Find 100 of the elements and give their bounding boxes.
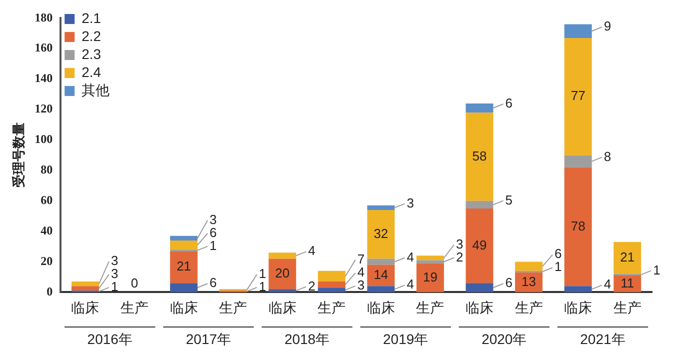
legend-label: 2.4 bbox=[82, 64, 102, 80]
bar bbox=[268, 289, 296, 292]
y-tick-label: 80 bbox=[40, 162, 53, 177]
data-label: 2 bbox=[308, 278, 316, 294]
data-label: 6 bbox=[554, 246, 562, 262]
x-tick-label: 生产 bbox=[416, 299, 444, 316]
bar bbox=[318, 270, 346, 282]
data-label: 2 bbox=[456, 249, 464, 264]
bar bbox=[170, 240, 198, 250]
data-label: 21 bbox=[176, 258, 192, 274]
data-label: 20 bbox=[275, 266, 290, 281]
bar bbox=[367, 210, 395, 259]
data-label: 4 bbox=[604, 276, 612, 292]
bar bbox=[367, 264, 395, 286]
bar bbox=[416, 263, 444, 292]
data-label: 19 bbox=[422, 269, 438, 284]
text: 2017年 bbox=[186, 330, 232, 347]
data-label: 6 bbox=[505, 96, 512, 111]
bar bbox=[170, 251, 198, 284]
data-label: 21 bbox=[620, 250, 635, 265]
data-label: 3 bbox=[456, 236, 464, 252]
text: 2019年 bbox=[383, 330, 428, 347]
data-label: 1 bbox=[110, 279, 118, 294]
data-label: 4 bbox=[406, 249, 414, 264]
x-tick-label: 生产 bbox=[514, 299, 543, 316]
bar bbox=[416, 256, 444, 260]
text: 2018年 bbox=[284, 330, 330, 347]
data-label: 0 bbox=[130, 275, 138, 290]
data-label: 1 bbox=[653, 262, 660, 278]
x-tick-label: 生产 bbox=[120, 299, 149, 316]
data-label: 32 bbox=[374, 226, 388, 241]
y-tick-label: 140 bbox=[34, 71, 53, 86]
data-label: 8 bbox=[604, 148, 612, 164]
data-label: 4 bbox=[308, 243, 316, 258]
data-label: 13 bbox=[522, 274, 536, 289]
data-label: 4 bbox=[406, 276, 414, 292]
data-label: 1 bbox=[258, 279, 266, 294]
bar bbox=[268, 258, 296, 290]
legend-label: 2.1 bbox=[82, 10, 102, 26]
bar bbox=[318, 288, 346, 292]
data-label: 3 bbox=[210, 212, 217, 227]
bar bbox=[71, 282, 99, 286]
bar bbox=[564, 38, 592, 156]
y-tick-label: 60 bbox=[40, 192, 53, 207]
bar bbox=[170, 283, 198, 292]
y-tick-label: 20 bbox=[40, 254, 53, 268]
data-label: 58 bbox=[472, 148, 487, 164]
y-tick-label: 120 bbox=[34, 102, 53, 116]
bar bbox=[614, 242, 642, 274]
x-tick-label: 生产 bbox=[318, 299, 346, 316]
bar bbox=[564, 286, 592, 292]
text: 2016年 bbox=[87, 330, 132, 347]
bar bbox=[466, 283, 494, 292]
x-tick-label: 临床 bbox=[366, 299, 395, 316]
x-tick-label: 生产 bbox=[219, 299, 248, 316]
bar bbox=[367, 286, 395, 292]
data-label: 7 bbox=[357, 251, 365, 266]
data-label: 6 bbox=[210, 224, 217, 240]
data-label: 1 bbox=[258, 266, 266, 282]
data-label: 49 bbox=[472, 237, 487, 252]
y-tick-label: 180 bbox=[34, 10, 53, 24]
x-tick-label: 临床 bbox=[170, 299, 198, 316]
legend-label: 2.2 bbox=[82, 28, 102, 44]
x-tick-label: 生产 bbox=[613, 299, 642, 316]
text: 2021年 bbox=[580, 330, 626, 347]
data-label: 3 bbox=[110, 266, 118, 282]
bar bbox=[268, 252, 296, 259]
x-tick-label: 临床 bbox=[466, 299, 494, 316]
bar bbox=[564, 24, 592, 38]
x-tick-label: 临床 bbox=[564, 299, 592, 316]
data-label: 11 bbox=[620, 275, 634, 290]
bar bbox=[564, 167, 592, 286]
data-label: 14 bbox=[374, 267, 388, 282]
bar bbox=[318, 282, 346, 288]
data-label: 6 bbox=[505, 275, 512, 290]
y-tick-label: 160 bbox=[34, 40, 53, 55]
bar bbox=[466, 208, 494, 284]
y-tick-label: 40 bbox=[40, 223, 53, 238]
bar bbox=[466, 103, 494, 113]
data-label: 4 bbox=[357, 264, 365, 280]
data-label: 5 bbox=[505, 192, 512, 208]
data-label: 1 bbox=[210, 238, 217, 253]
legend-label: 其他 bbox=[82, 82, 110, 98]
data-label: 9 bbox=[604, 18, 612, 34]
bar bbox=[71, 286, 99, 291]
data-label: 78 bbox=[570, 218, 586, 234]
data-label: 1 bbox=[554, 259, 562, 274]
legend-label: 2.3 bbox=[82, 46, 102, 62]
bar bbox=[466, 112, 494, 201]
x-tick-label: 临床 bbox=[71, 299, 100, 316]
data-label: 3 bbox=[406, 195, 414, 210]
data-label: 3 bbox=[110, 253, 118, 268]
y-axis-title: 受理号数量 bbox=[11, 122, 26, 189]
bar bbox=[367, 205, 395, 210]
y-tick-label: 100 bbox=[34, 132, 53, 146]
bar bbox=[515, 262, 543, 271]
y-tick-label: 0 bbox=[46, 284, 53, 298]
data-label: 3 bbox=[357, 277, 365, 292]
data-label: 6 bbox=[210, 275, 217, 290]
bar bbox=[170, 236, 198, 240]
